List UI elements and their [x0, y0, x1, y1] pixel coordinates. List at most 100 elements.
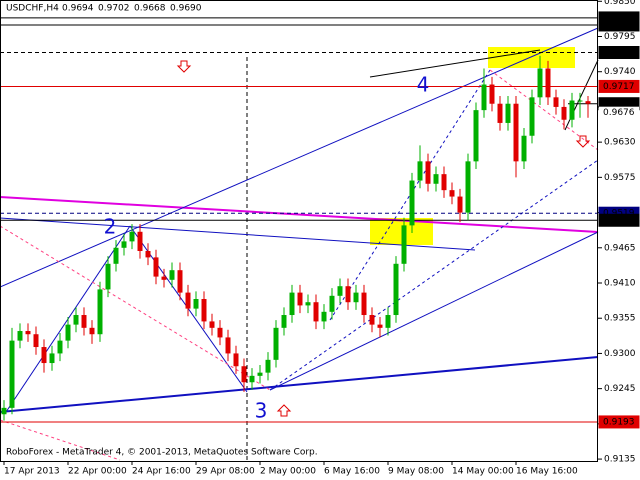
header-quote: 0.9702: [98, 4, 130, 14]
plot-frame: [0, 0, 598, 462]
candle-body: [473, 110, 479, 162]
candle-body: [9, 340, 15, 408]
y-tick-label: 0.9245: [604, 384, 636, 394]
y-tick-label: 0.9575: [604, 173, 636, 183]
header-quote: 0.9668: [134, 4, 166, 14]
price-label: 0.9813: [603, 20, 635, 30]
y-tick-label: 0.9740: [604, 67, 636, 77]
y-tick-label: 0.9300: [604, 349, 636, 359]
wave-label: 4: [417, 73, 430, 97]
dashed-channel: [329, 69, 491, 321]
y-tick-label: 0.9465: [604, 243, 636, 253]
candle-body: [385, 315, 391, 328]
header-quote: 0.9694: [62, 4, 94, 14]
candle-body: [329, 295, 335, 312]
x-tick-label: 17 Apr 2013: [4, 467, 60, 477]
candle-body: [521, 135, 527, 162]
candle-body: [409, 180, 415, 226]
levels: [0, 17, 598, 423]
candle-body: [561, 106, 567, 120]
x-tick-label: 6 May 16:00: [324, 467, 380, 477]
candle-body: [137, 231, 143, 251]
candle-body: [65, 324, 71, 341]
candle-body: [321, 311, 327, 322]
candle-body: [161, 276, 167, 280]
candle-body: [233, 353, 239, 367]
candle-body: [417, 161, 423, 181]
axes: 0.98500.97950.97400.96850.96300.95750.95…: [3, 0, 640, 477]
candle-body: [401, 225, 407, 264]
candle-body: [313, 302, 319, 322]
candle-body: [57, 340, 63, 354]
candle-body: [97, 289, 103, 335]
candle-body: [441, 174, 447, 191]
price-label-box: [598, 79, 640, 93]
channel-line: [269, 231, 599, 391]
price-label: 0.9770: [603, 48, 635, 58]
dashed-channel: [0, 225, 271, 391]
candle-body: [225, 337, 231, 354]
price-label-box: [598, 46, 640, 60]
candle-body: [41, 347, 47, 364]
channel-line: [0, 217, 476, 251]
candle-body: [393, 263, 399, 316]
candle-body: [513, 103, 519, 162]
candle-body: [89, 327, 95, 335]
candle-body: [537, 68, 543, 98]
arrow-up: [276, 404, 292, 417]
x-tick-label: 2 May 00:00: [260, 467, 316, 477]
candle-body: [337, 286, 343, 296]
arrow-down: [176, 60, 192, 73]
candle-body: [281, 315, 287, 328]
candle-body: [289, 292, 295, 316]
y-tick-label: 0.9630: [604, 138, 636, 148]
y-tick-label: 0.9135: [604, 455, 636, 465]
channel-line: [0, 27, 599, 288]
wave-line: [369, 49, 541, 78]
candle-body: [377, 324, 383, 328]
candle-body: [489, 84, 495, 104]
candle-body: [569, 100, 575, 120]
x-tick-label: 9 May 08:00: [388, 467, 444, 477]
candle-body: [449, 190, 455, 197]
price-label: 0.9690: [603, 99, 635, 109]
price-label-box: [598, 18, 640, 32]
x-tick-label: 22 Apr 00:00: [68, 467, 127, 477]
dashed-channel: [269, 159, 599, 391]
trend-line: [0, 196, 599, 233]
candle-body: [25, 331, 31, 335]
price-label: 0.9824: [603, 13, 635, 23]
candle-body: [345, 286, 351, 303]
candle-body: [49, 353, 55, 364]
candles: [1, 55, 591, 421]
candle-body: [81, 315, 87, 328]
candle-body: [497, 103, 503, 123]
y-tick-label: 0.9355: [604, 314, 636, 324]
candle-body: [185, 292, 191, 309]
header: USDCHF,H4 0.9694 0.9702 0.9668 0.9690: [6, 4, 202, 14]
candle-body: [129, 231, 135, 242]
footer: RoboForex - MetaTrader 4, © 2001-2013, M…: [6, 448, 318, 458]
price-label-box: [598, 415, 640, 429]
candle-body: [209, 321, 215, 328]
price-label-box: [599, 106, 639, 119]
candle-body: [529, 97, 535, 136]
candle-body: [577, 100, 583, 102]
price-label: 0.9717: [603, 82, 635, 92]
candle-body: [553, 97, 559, 107]
candle-body: [305, 302, 311, 306]
candle-body: [1, 407, 7, 415]
candle-body: [217, 327, 223, 338]
candle-body: [169, 270, 175, 280]
candle-body: [545, 68, 551, 98]
y-tick-label: 0.9795: [604, 32, 636, 42]
channel-line: [0, 356, 599, 413]
y-tick-label: 0.9850: [604, 0, 636, 7]
candle-body: [505, 103, 511, 123]
target-zone: [488, 47, 575, 68]
candle-body: [193, 299, 199, 309]
candle-body: [153, 257, 159, 277]
candle-body: [297, 292, 303, 306]
candle-body: [425, 161, 431, 184]
x-tick-label: 16 May 16:00: [516, 467, 578, 477]
